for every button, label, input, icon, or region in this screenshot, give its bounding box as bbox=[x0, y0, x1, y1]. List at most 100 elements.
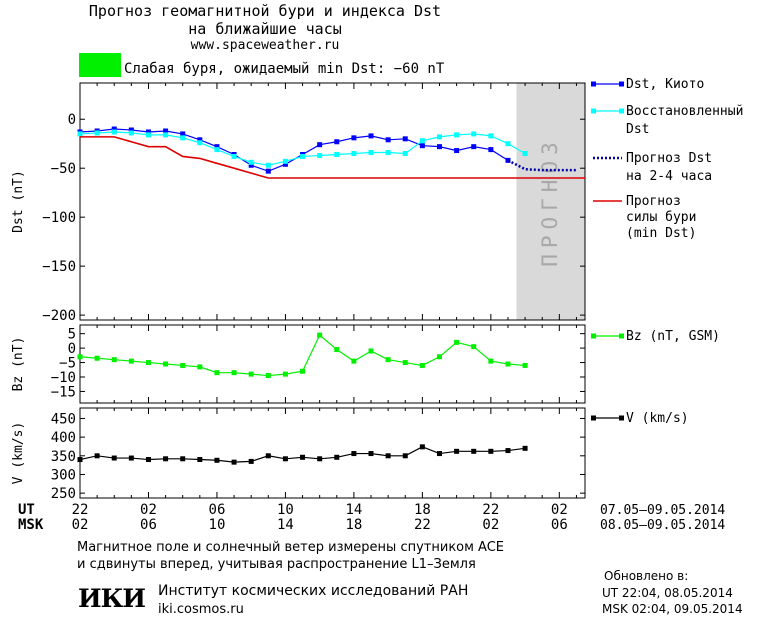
y-tick-label: 450 bbox=[51, 411, 76, 427]
data-point bbox=[368, 451, 374, 457]
legend-entry: силы бури bbox=[626, 210, 696, 225]
data-point bbox=[94, 355, 100, 361]
data-point bbox=[351, 451, 357, 457]
x-tick-label-ut: 22 bbox=[482, 502, 499, 518]
storm-level-swatch bbox=[79, 53, 121, 77]
x-tick-label-msk: 14 bbox=[277, 517, 294, 533]
institute-name: Институт космических исследований РАН bbox=[158, 583, 469, 599]
data-point bbox=[402, 360, 408, 366]
data-point bbox=[180, 362, 186, 368]
ut-date-range: 07.05–09.05.2014 bbox=[600, 503, 725, 518]
forecast-label: ПРОГНОЗ bbox=[538, 136, 562, 267]
data-point bbox=[77, 131, 83, 137]
data-point bbox=[334, 151, 340, 157]
data-point bbox=[145, 129, 151, 135]
data-point bbox=[128, 127, 134, 133]
data-point bbox=[317, 456, 323, 462]
data-point bbox=[471, 131, 477, 137]
msk-date-range: 08.05–09.05.2014 bbox=[600, 518, 725, 533]
data-point bbox=[111, 129, 117, 135]
data-point bbox=[436, 354, 442, 360]
series-line bbox=[79, 128, 509, 172]
data-point bbox=[436, 134, 442, 140]
legend-entry: Восстановленный bbox=[626, 104, 743, 119]
data-point bbox=[180, 456, 186, 462]
data-point bbox=[248, 371, 254, 377]
data-point bbox=[317, 142, 323, 148]
legend-marker bbox=[591, 81, 596, 87]
x-tick-label-ut: 22 bbox=[72, 502, 89, 518]
legend-entry: Dst, Киото bbox=[626, 77, 704, 92]
institute-site-link[interactable]: iki.cosmos.ru bbox=[158, 602, 244, 617]
msk-axis-label: MSK bbox=[18, 517, 44, 533]
data-point bbox=[231, 153, 237, 159]
iki-logo: ИКИ bbox=[78, 584, 146, 613]
x-tick-label-ut: 02 bbox=[551, 502, 568, 518]
data-point bbox=[505, 361, 511, 367]
data-point bbox=[402, 453, 408, 459]
data-point bbox=[77, 354, 83, 360]
data-point bbox=[334, 347, 340, 353]
data-point bbox=[282, 161, 288, 167]
plot-frame bbox=[79, 407, 586, 499]
data-point bbox=[471, 144, 477, 150]
data-point bbox=[231, 370, 237, 376]
legend-entry: на 2-4 часа bbox=[626, 169, 712, 184]
data-point bbox=[163, 132, 169, 138]
data-point bbox=[385, 150, 391, 156]
data-point bbox=[248, 458, 254, 464]
data-point bbox=[231, 459, 237, 465]
data-point bbox=[419, 444, 425, 450]
data-point bbox=[385, 357, 391, 363]
forecast-region bbox=[516, 83, 585, 320]
legend-marker bbox=[619, 333, 624, 339]
updated-msk: MSK 02:04, 09.05.2014 bbox=[602, 602, 743, 616]
x-tick-label-msk: 06 bbox=[140, 517, 157, 533]
data-point bbox=[351, 151, 357, 157]
updated-label: Обновлено в: bbox=[604, 569, 689, 583]
data-point bbox=[180, 131, 186, 137]
source-site: www.spaceweather.ru bbox=[190, 38, 340, 53]
data-point bbox=[454, 339, 460, 345]
data-point bbox=[471, 344, 477, 350]
data-point bbox=[214, 370, 220, 376]
x-tick-label-ut: 14 bbox=[345, 502, 362, 518]
data-point bbox=[282, 456, 288, 462]
y-tick-label: −200 bbox=[42, 308, 76, 324]
series-line bbox=[80, 136, 585, 179]
x-tick-label-msk: 02 bbox=[72, 517, 89, 533]
data-point bbox=[282, 158, 288, 164]
data-point bbox=[317, 152, 323, 158]
data-point bbox=[94, 453, 100, 459]
x-tick-label-ut: 18 bbox=[414, 502, 431, 518]
data-point bbox=[419, 138, 425, 144]
data-point bbox=[145, 457, 151, 463]
storm-forecast-text: Слабая буря, ожидаемый min Dst: −60 nT bbox=[124, 61, 445, 77]
x-tick-label-msk: 02 bbox=[482, 517, 499, 533]
data-point bbox=[145, 132, 151, 138]
data-point bbox=[317, 332, 323, 338]
y-tick-label: −15 bbox=[51, 384, 76, 400]
x-tick-label-msk: 22 bbox=[414, 517, 431, 533]
footer-note-line2: и сдвинуты вперед, учитывая распростране… bbox=[77, 557, 476, 572]
data-point bbox=[368, 133, 374, 139]
legend-marker bbox=[619, 108, 624, 114]
x-tick-label-msk: 06 bbox=[551, 517, 568, 533]
data-point bbox=[265, 453, 271, 459]
data-point bbox=[214, 457, 220, 463]
legend-entry: (min Dst) bbox=[626, 226, 696, 241]
data-point bbox=[402, 136, 408, 142]
plot-frame bbox=[79, 324, 586, 404]
x-tick-label-msk: 18 bbox=[345, 517, 362, 533]
data-point bbox=[419, 143, 425, 149]
data-point bbox=[351, 135, 357, 141]
data-point bbox=[385, 137, 391, 143]
y-tick-label: 350 bbox=[51, 449, 76, 465]
data-point bbox=[94, 130, 100, 136]
data-point bbox=[128, 455, 134, 461]
data-point bbox=[265, 373, 271, 379]
data-point bbox=[163, 456, 169, 462]
data-point bbox=[111, 357, 117, 363]
data-point bbox=[488, 358, 494, 364]
data-point bbox=[111, 455, 117, 461]
